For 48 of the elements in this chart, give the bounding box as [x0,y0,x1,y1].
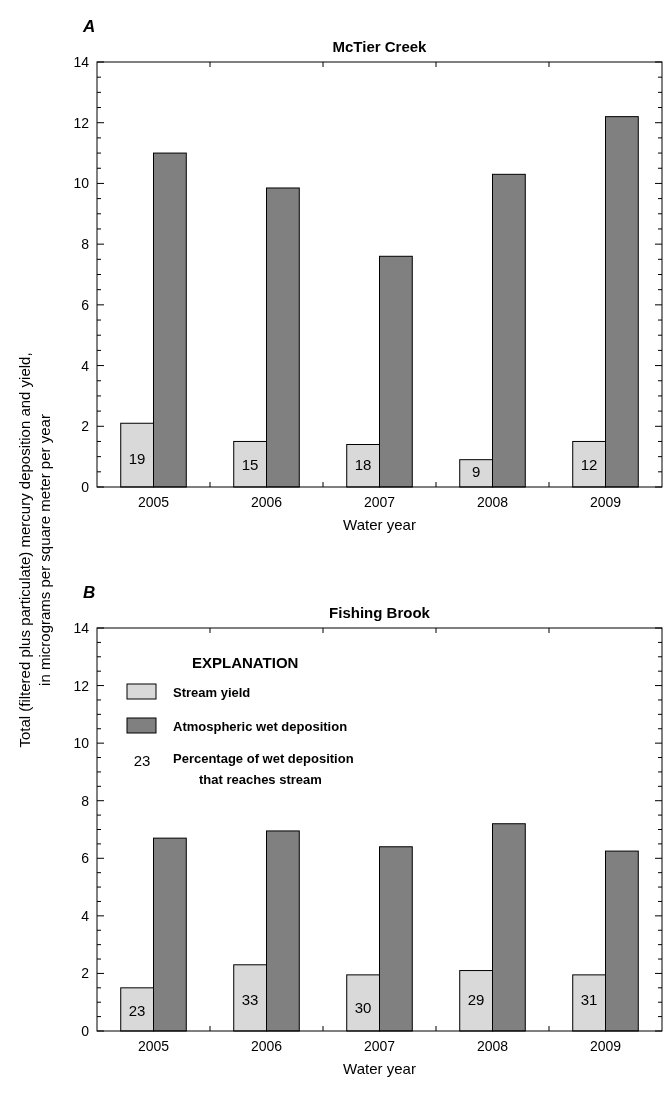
legend-label: Stream yield [173,685,251,700]
annotation: 9 [471,463,481,481]
annotation: 19 [128,449,146,467]
y-tick-label: 14 [73,620,90,636]
x-tick-label: 2009 [589,494,622,510]
annotation: Percentage of wet deposition that reaches stream [173,751,354,787]
y-tick-label: 10 [73,735,90,752]
y-axis-title: Total (filtered plus particulate) mercury deposition and yield, in micrograms per square meter per year [16,352,53,748]
text: A [82,17,96,36]
annotation: 33 [241,990,259,1008]
annotation: 31 [580,990,598,1008]
annotation: 12 [580,455,598,473]
chart-title: McTier Creek [332,38,428,55]
annotation: 18 [354,455,372,473]
x-axis-title: Water year [343,516,416,533]
y-tick-label: 4 [81,357,90,374]
y-tick-label: 2 [81,418,90,435]
y-tick-label: 12 [73,114,90,131]
x-tick-label: 2007 [363,494,396,510]
y-tick-label: 12 [73,677,90,694]
x-tick-label: 2005 [137,494,170,510]
annotation: 23 [128,1002,146,1020]
x-tick-label: 2008 [476,494,509,510]
x-axis-title: Water year [343,1060,416,1077]
y-tick-label: 8 [81,792,90,809]
chart-title: Fishing Brook [329,604,431,621]
legend-label: Atmospheric wet deposition [173,719,348,734]
y-tick-label: 2 [81,965,90,982]
y-tick-label: 6 [81,850,90,867]
y-tick-label: 8 [81,236,90,253]
legend-title: EXPLANATION [192,654,299,671]
y-tick-label: 14 [73,54,90,70]
x-tick-label: 2005 [137,1038,170,1054]
y-tick-label: 0 [81,479,90,495]
annotation: 23 [133,752,151,769]
annotation: 29 [467,990,485,1008]
annotation: 15 [241,455,259,473]
x-tick-label: 2008 [476,1038,509,1054]
y-tick-label: 0 [81,1023,90,1039]
x-tick-label: 2007 [363,1038,396,1054]
y-tick-label: 10 [73,175,90,192]
x-tick-label: 2006 [250,1038,283,1054]
text: B [83,583,96,602]
x-tick-label: 2009 [589,1038,622,1054]
y-tick-label: 6 [81,296,90,313]
annotation: 30 [354,999,372,1017]
y-tick-label: 4 [81,907,90,924]
x-tick-label: 2006 [250,494,283,510]
